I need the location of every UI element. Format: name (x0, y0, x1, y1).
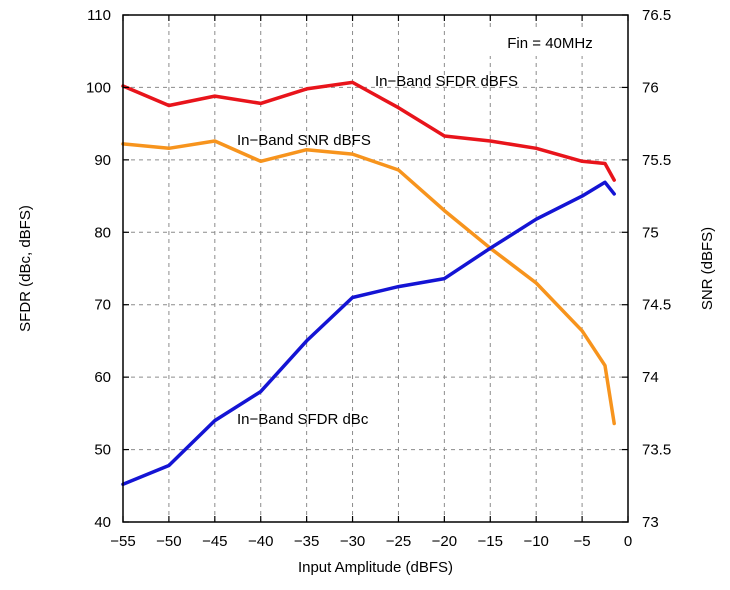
plot-frame (122, 14, 629, 523)
x-tick-label: −45 (202, 533, 227, 550)
y-tick-label-left: 90 (94, 152, 111, 169)
y-tick-label-left: 80 (94, 224, 111, 241)
annotation-box: Fin = 40MHz (484, 28, 616, 56)
y-tick-label-left: 70 (94, 297, 111, 314)
y-tick-label-right: 73.5 (642, 442, 671, 459)
x-tick-label: −15 (478, 533, 503, 550)
y-tick-label-right: 74 (642, 369, 659, 386)
y-tick-label-right: 73 (642, 514, 659, 531)
x-tick-label: 0 (624, 533, 632, 550)
annotation-box-frame (484, 28, 616, 56)
label-sfdr-dbfs: In−Band SFDR dBFS (375, 73, 518, 90)
x-axis-label: Input Amplitude (dBFS) (298, 559, 453, 576)
axis-ticks: −55 −50 −45 −40 −35 −30 −25 −20 −15 −10 −5 04050607… (86, 7, 671, 550)
x-tick-label: −5 (574, 533, 591, 550)
x-tick-label: −50 (156, 533, 181, 550)
label-snr-dbfs: In−Band SNR dBFS (237, 132, 371, 149)
y-tick-label-left: 100 (86, 79, 111, 96)
y-tick-label-left: 40 (94, 514, 111, 531)
y-tick-label-left: 50 (94, 442, 111, 459)
y-tick-label-right: 75.5 (642, 152, 671, 169)
x-tick-label: −20 (432, 533, 457, 550)
x-tick-label: −55 (110, 533, 135, 550)
x-tick-label: −30 (340, 533, 365, 550)
x-tick-label: −25 (386, 533, 411, 550)
series-sfdr-dbc-line (121, 180, 616, 487)
series-sfdr-dbfs-line (121, 80, 616, 182)
x-tick-label: −10 (523, 533, 548, 550)
y-tick-label-left: 60 (94, 369, 111, 386)
x-tick-label: −35 (294, 533, 319, 550)
grid-lines (123, 15, 628, 522)
series-snr-dbfs-line (121, 139, 616, 426)
y-tick-label-right: 76 (642, 79, 659, 96)
y-axis-label-right: SNR (dBFS) (699, 227, 716, 310)
series-lines (121, 80, 616, 487)
y-axis-label-left: SFDR (dBc, dBFS) (17, 205, 34, 332)
y-tick-label-right: 76.5 (642, 7, 671, 24)
annotation-fin-label: Fin = 40MHz (507, 35, 592, 52)
y-tick-label-right: 74.5 (642, 297, 671, 314)
y-tick-label-right: 75 (642, 224, 659, 241)
x-tick-label: −40 (248, 533, 273, 550)
y-tick-label-left: 110 (87, 7, 111, 24)
label-sfdr-dbc: In−Band SFDR dBc (237, 411, 369, 428)
